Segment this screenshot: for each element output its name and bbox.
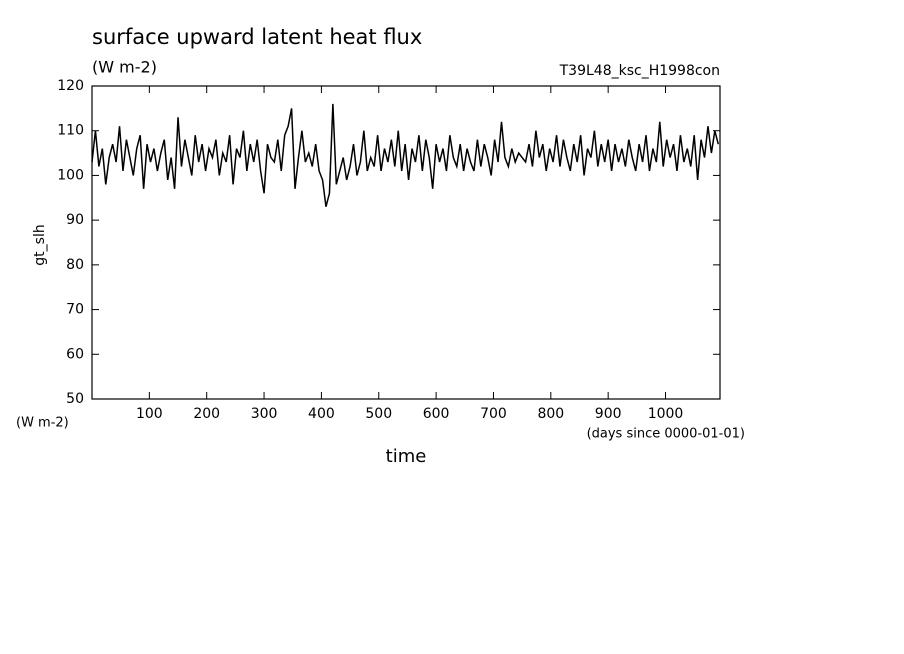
x-tick-label: 900: [595, 406, 622, 422]
x-tick-label: 500: [365, 406, 392, 422]
x-tick-label: 600: [423, 406, 450, 422]
chart-subtitle: (W m-2): [92, 58, 157, 77]
y-tick-label: 70: [66, 302, 84, 318]
annotation: T39L48_ksc_H1998con: [559, 63, 720, 79]
x-tick-label: 400: [308, 406, 335, 422]
y-tick-label: 100: [57, 167, 84, 183]
y-tick-label: 80: [66, 257, 84, 273]
x-tick-label: 700: [480, 406, 507, 422]
y-axis-unit: (W m-2): [16, 416, 69, 431]
y-tick-label: 50: [66, 391, 84, 407]
y-tick-label: 110: [57, 123, 84, 139]
x-tick-label: 800: [537, 406, 564, 422]
x-tick-label: 1000: [648, 406, 684, 422]
x-tick-label: 300: [251, 406, 278, 422]
y-tick-label: 120: [57, 78, 84, 94]
y-tick-label: 60: [66, 346, 84, 362]
chart-title: surface upward latent heat flux: [92, 25, 422, 49]
y-tick-label: 90: [66, 212, 84, 228]
data-line: [91, 103, 720, 207]
plot-frame: [91, 85, 721, 400]
y-axis-label: gt_slh: [32, 224, 48, 265]
x-axis-label: time: [386, 446, 427, 467]
x-tick-label: 200: [193, 406, 220, 422]
x-tick-label: 100: [136, 406, 163, 422]
x-axis-unit: (days since 0000-01-01): [587, 427, 745, 442]
